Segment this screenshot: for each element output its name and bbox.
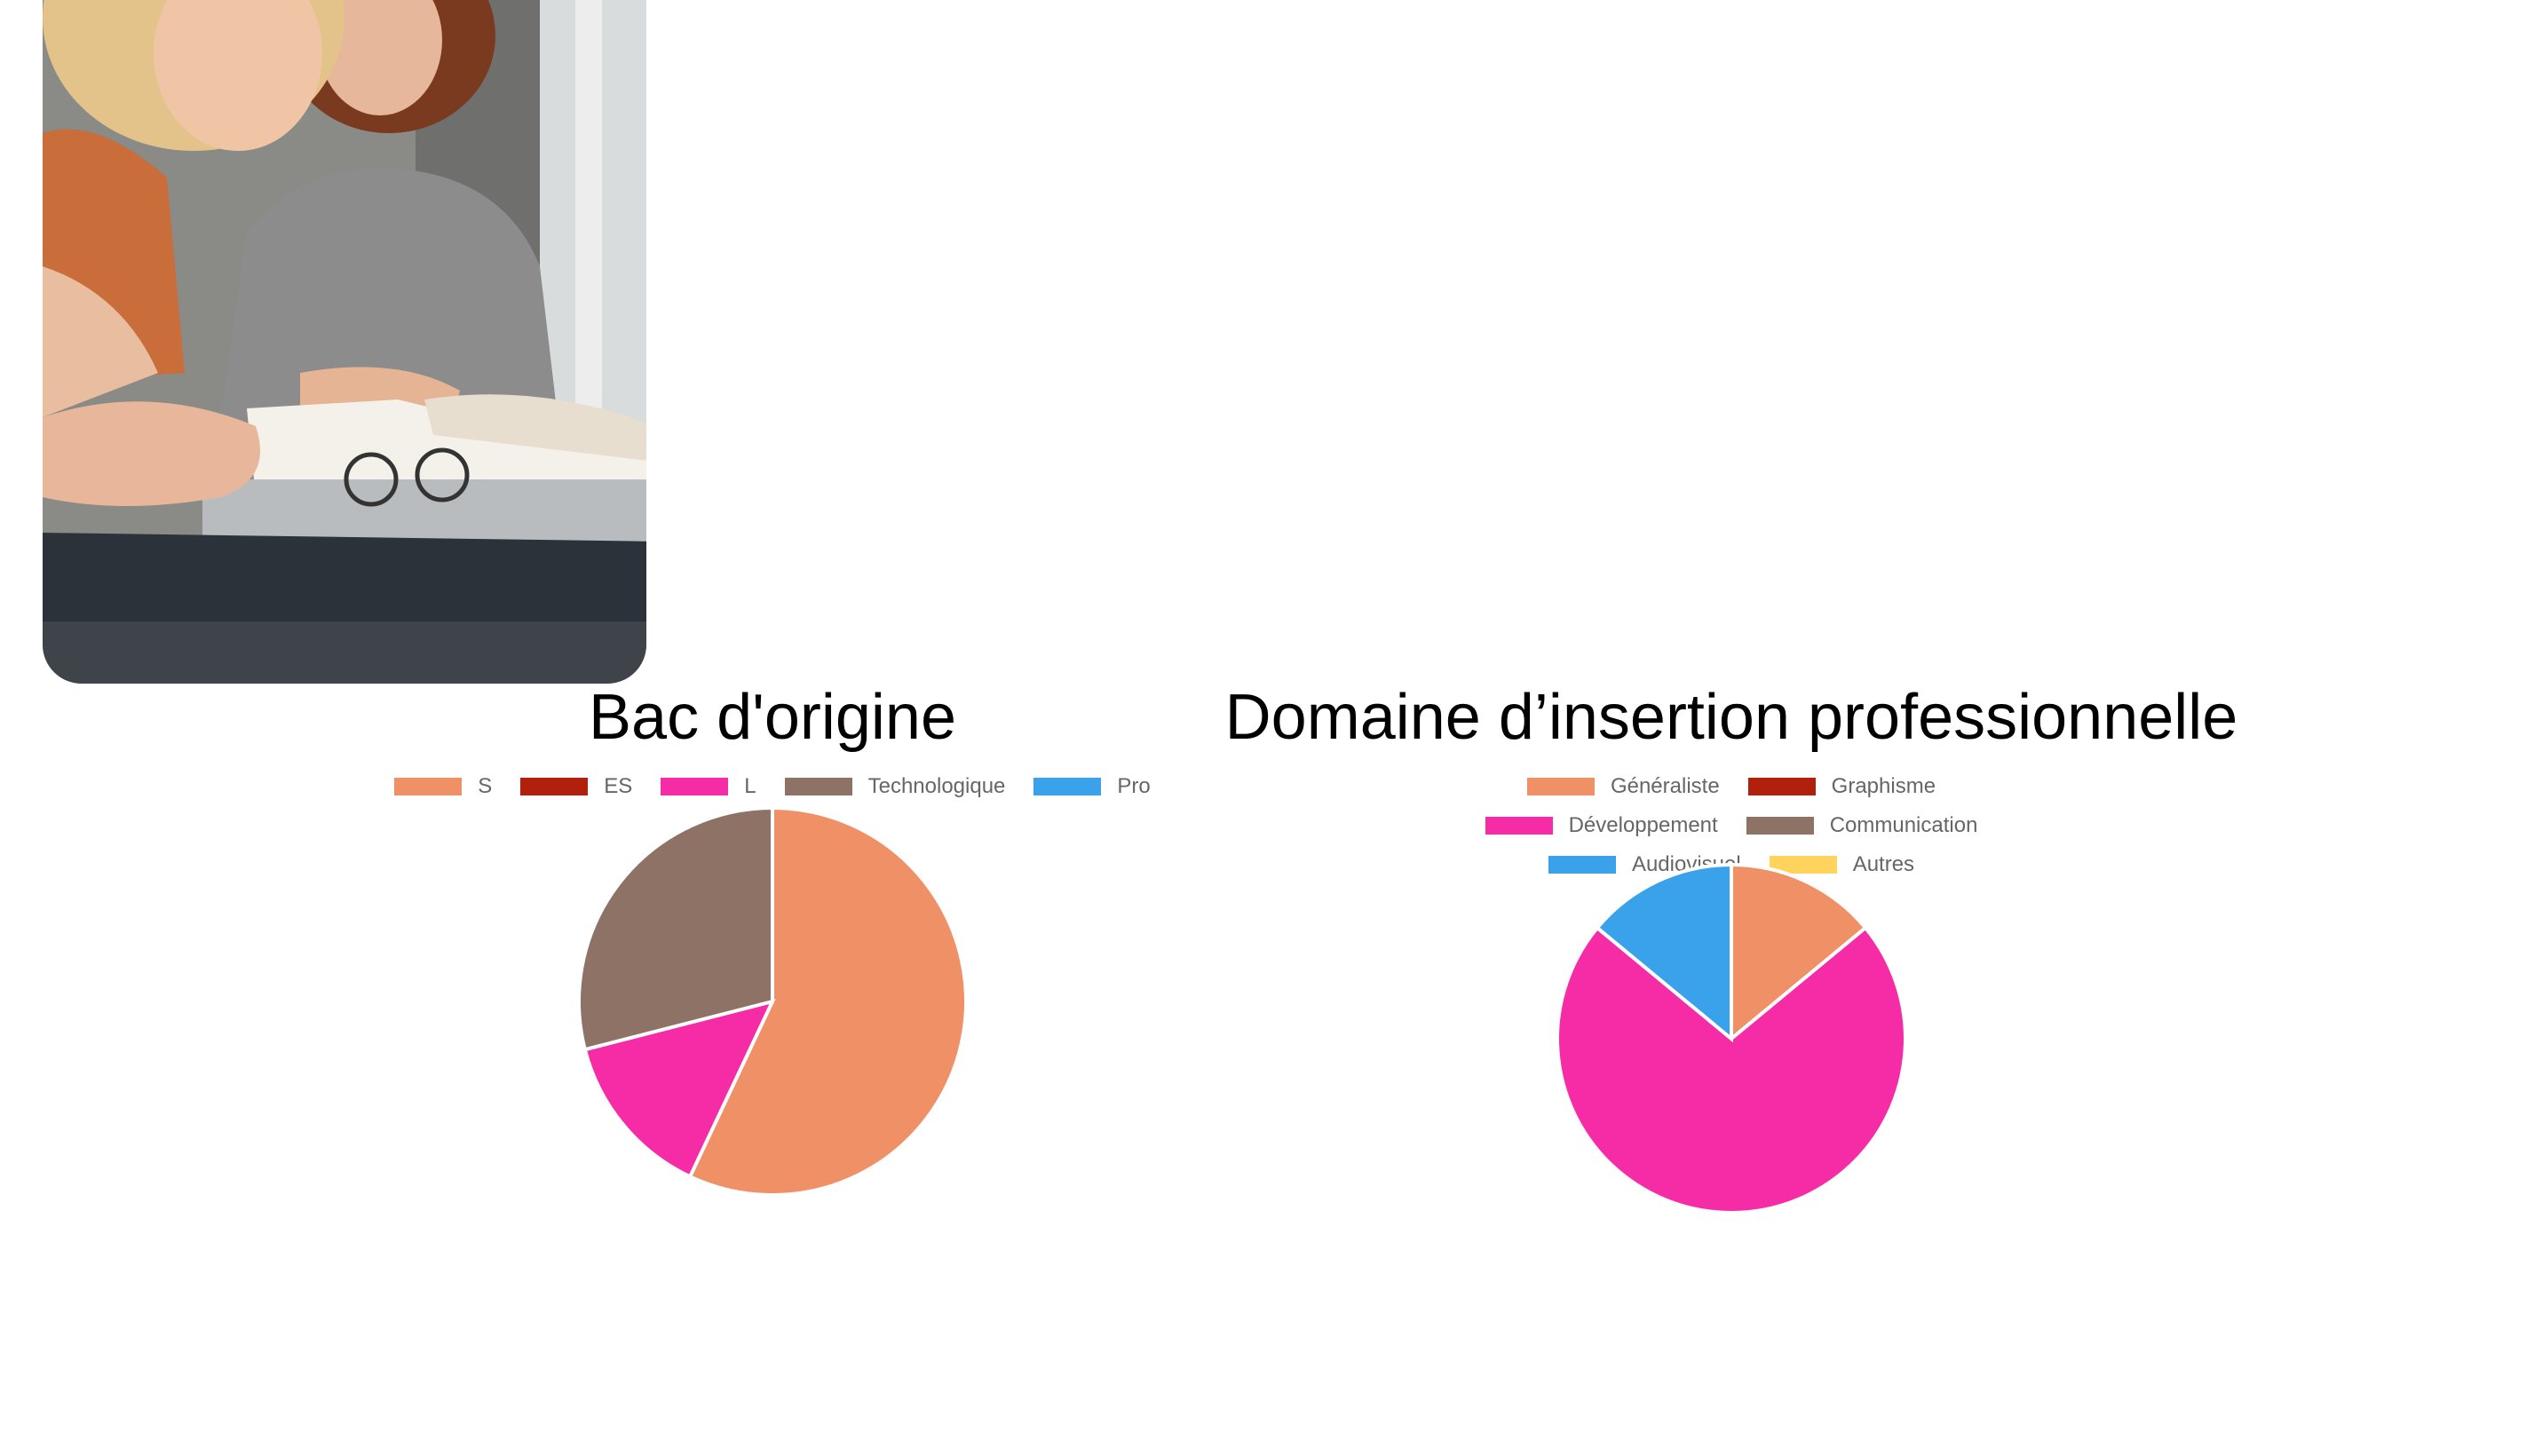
legend-item[interactable]: Communication: [1746, 813, 1978, 837]
legend-swatch: [1769, 856, 1837, 874]
legend-swatch: [394, 778, 463, 795]
legend-swatch: [1526, 778, 1595, 795]
legend-swatch: [1746, 817, 1814, 835]
legend-item[interactable]: Généraliste: [1526, 774, 1720, 798]
people-studying-photo: [43, 0, 646, 684]
photo-illustration: [43, 0, 646, 684]
chart-legend: Généraliste Graphisme Développement Communi…: [1199, 774, 2264, 876]
chart-title: Domaine d’insertion professionnelle: [1224, 682, 2238, 753]
pie-slice-s[interactable]: [687, 805, 968, 1197]
legend-item[interactable]: Graphisme: [1747, 774, 1936, 798]
legend-swatch: [1485, 817, 1553, 835]
legend-swatch: [520, 778, 589, 795]
pie-slice-technologique[interactable]: [577, 805, 774, 1052]
legend-item[interactable]: Développement: [1485, 813, 1718, 837]
legend-item[interactable]: ES: [520, 774, 633, 798]
domaine-insertion-chart: Domaine d’insertion professionnelle Géné…: [1199, 675, 2264, 1225]
pie-slice-g-n-raliste[interactable]: [1730, 862, 1868, 1043]
pie-chart: [577, 805, 968, 1197]
pie-chart: [1556, 862, 1907, 1215]
legend-label: L: [744, 774, 756, 798]
legend-label: S: [478, 774, 493, 798]
pie-slice-audiovisuel[interactable]: [1595, 862, 1733, 1043]
legend-swatch: [1548, 856, 1616, 874]
legend-label: Généraliste: [1610, 774, 1720, 798]
chart-legend: S ES L Technologique Pro: [373, 774, 1172, 798]
pie-slice-l[interactable]: [582, 999, 776, 1179]
legend-label: ES: [604, 774, 633, 798]
legend-label: Graphisme: [1831, 774, 1936, 798]
legend-label: Autres: [1852, 852, 1915, 876]
legend-label: Développement: [1568, 813, 1718, 837]
legend-item[interactable]: L: [661, 774, 756, 798]
pie-slice-d-veloppement[interactable]: [1556, 925, 1907, 1215]
bac-origine-chart: Bac d'origine S ES L Technologique Pro: [373, 675, 1172, 1225]
legend-item[interactable]: Autres: [1769, 852, 1915, 876]
legend-item[interactable]: Pro: [1033, 774, 1151, 798]
legend-item[interactable]: S: [394, 774, 493, 798]
legend-swatch: [784, 778, 852, 795]
legend-label: Pro: [1117, 774, 1151, 798]
legend-item[interactable]: Technologique: [784, 774, 1006, 798]
legend-swatch: [1033, 778, 1102, 795]
legend-label: Technologique: [867, 774, 1006, 798]
chart-title: Bac d'origine: [589, 682, 956, 753]
legend-swatch: [661, 778, 729, 795]
legend-label: Communication: [1829, 813, 1978, 837]
legend-swatch: [1747, 778, 1816, 795]
